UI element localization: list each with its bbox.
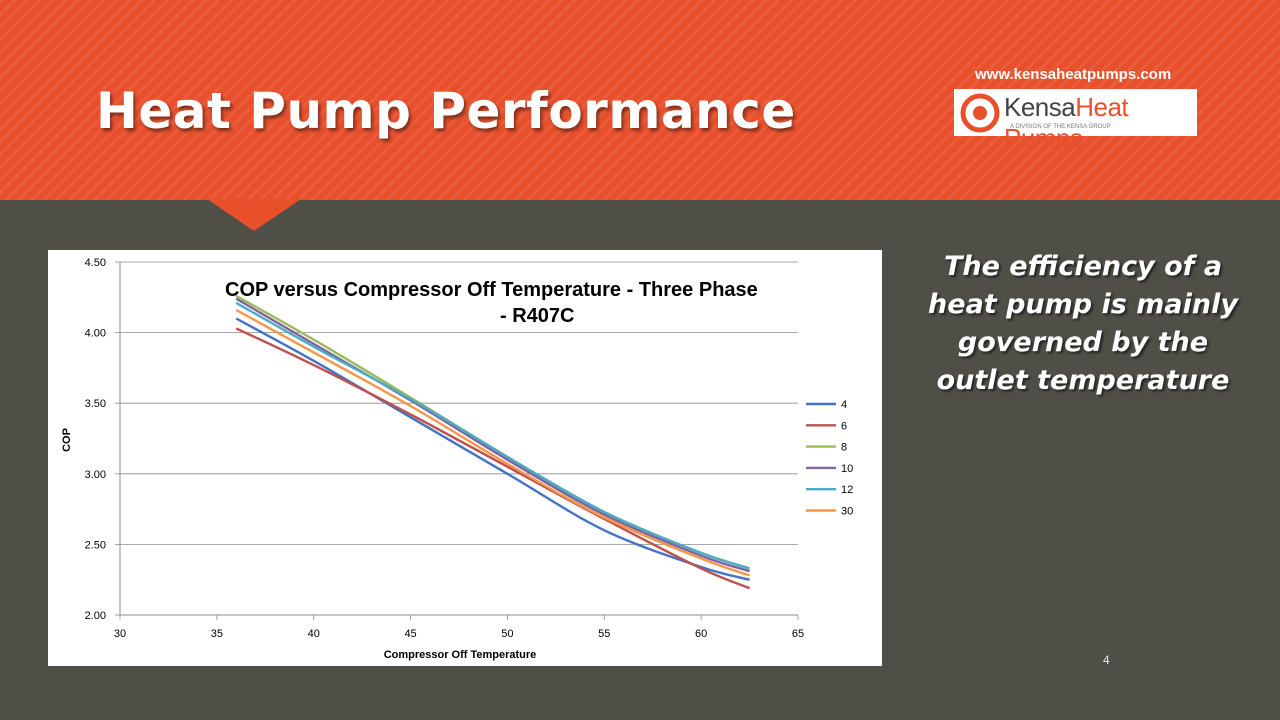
x-tick-label: 60 <box>695 628 707 640</box>
chart-title-line-2: - R407C <box>500 305 574 327</box>
company-logo: KensaHeat Pumps A DIVISION OF THE KENSA … <box>954 89 1197 153</box>
y-tick-label: 3.50 <box>85 398 106 410</box>
x-tick-label: 40 <box>308 628 320 640</box>
x-tick-label: 30 <box>114 628 126 640</box>
y-axis-label: COP <box>61 428 73 452</box>
x-tick-label: 45 <box>404 628 416 640</box>
chart-title: COP versus Compressor Off Temperature - … <box>225 279 758 301</box>
series-line-6 <box>235 327 751 590</box>
cop-line-chart: 2.00 2.50 3.00 3.50 4.00 4.50 30 35 40 45 50 55 60 65… <box>61 257 853 661</box>
logo-subtitle: A DIVISION OF THE KENSA GROUP <box>1010 124 1111 130</box>
legend-label-8: 8 <box>841 442 847 454</box>
x-tick-label: 55 <box>598 628 610 640</box>
logo-word-kensa: Kensa <box>1004 92 1076 122</box>
chart-legend: 4 6 8 10 12 30 <box>806 399 853 518</box>
x-tick-label: 35 <box>211 628 223 640</box>
x-axis-label: Compressor Off Temperature <box>384 649 537 661</box>
series-line-8 <box>235 294 750 570</box>
efficiency-statement: The efficiency of a heat pump is mainly … <box>928 251 1238 396</box>
legend-label-12: 12 <box>841 484 853 496</box>
legend-label-10: 10 <box>841 463 853 475</box>
logo-wordmark: KensaHeat Pumps <box>1004 92 1197 154</box>
x-tick-label: 65 <box>792 628 804 640</box>
y-tick-label: 2.50 <box>85 539 106 551</box>
legend-label-6: 6 <box>841 420 847 432</box>
legend-label-30: 30 <box>841 506 853 518</box>
y-tick-label: 4.00 <box>85 328 106 340</box>
series-line-30 <box>235 308 751 577</box>
y-tick-label: 2.00 <box>85 610 106 622</box>
kensa-logo-icon <box>960 93 1000 133</box>
header-notch <box>207 199 301 231</box>
y-tick-label: 3.00 <box>85 469 106 481</box>
x-tick-label: 50 <box>501 628 513 640</box>
series-line-12 <box>235 301 750 570</box>
series-line-10 <box>235 297 750 573</box>
slide-title: Heat Pump Performance <box>96 82 796 140</box>
logo-word-heat-pumps: Heat Pumps <box>1004 92 1129 153</box>
website-url[interactable]: www.kensaheatpumps.com <box>975 66 1172 83</box>
y-tick-label: 4.50 <box>85 257 106 269</box>
legend-label-4: 4 <box>841 399 847 411</box>
page-number: 4 <box>1103 653 1110 667</box>
cop-chart: 2.00 2.50 3.00 3.50 4.00 4.50 30 35 40 45 50 55 60 65… <box>48 250 882 666</box>
